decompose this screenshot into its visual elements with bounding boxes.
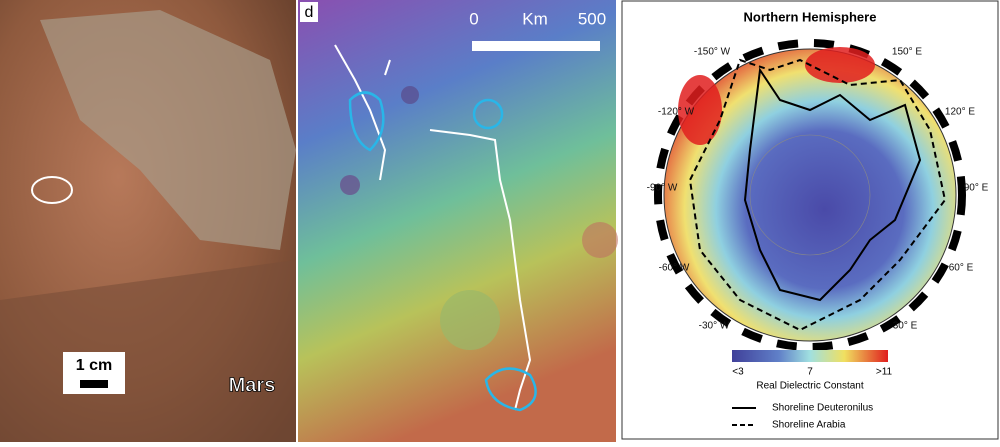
latitude-circle [749, 134, 871, 256]
scale-bar [472, 41, 600, 51]
longitude-label: -60° W [659, 263, 690, 274]
polar-map [663, 48, 957, 342]
longitude-label: -30° W [699, 321, 730, 332]
longitude-label: 150° E [892, 47, 922, 58]
topographic-map [298, 0, 616, 442]
crater [440, 290, 500, 350]
panel-label: d [305, 4, 314, 21]
colorbar [732, 350, 888, 362]
colorbar-label: 7 [807, 367, 813, 378]
colorbar-label: <3 [732, 367, 744, 378]
shoreline-arabia [688, 58, 947, 332]
high-dielectric [805, 47, 875, 83]
crater [582, 222, 618, 258]
high-dielectric [678, 75, 722, 145]
basin-outline [348, 91, 537, 412]
scale-end: 500 [578, 9, 606, 28]
panel-map: Northern Hemisphere -150° W 150° E -120°… [621, 0, 999, 440]
longitude-label: 90° E [964, 183, 989, 194]
pebble-marker [31, 176, 73, 204]
panel-a: 1 cm Mars [0, 0, 296, 442]
longitude-label: -120° W [658, 107, 695, 118]
scale-bar [80, 380, 108, 388]
legend-label: Shoreline Arabia [772, 420, 846, 431]
map-border [654, 39, 966, 351]
planet-label: Mars [229, 374, 276, 396]
map-title: Northern Hemisphere [744, 9, 877, 24]
longitude-label: 120° E [945, 107, 975, 118]
crater [401, 86, 419, 104]
scale-label: 1 cm [76, 357, 112, 374]
longitude-label: 30° E [893, 321, 918, 332]
colorbar-title: Real Dielectric Constant [756, 381, 863, 392]
scale-unit: Km [522, 9, 548, 28]
colorbar-label: >11 [876, 367, 893, 378]
scale-start: 0 [469, 9, 478, 28]
longitude-label: -90° W [647, 183, 678, 194]
longitude-label: 60° E [949, 263, 974, 274]
panel-d: d 0 Km 500 [298, 0, 618, 442]
crater [340, 175, 360, 195]
gravel [0, 260, 296, 442]
longitude-label: -150° W [694, 47, 731, 58]
legend-label: Shoreline Deuteronilus [772, 403, 873, 414]
panel-label-box [300, 2, 318, 22]
river-channel [334, 44, 532, 411]
rock-outcrop [40, 10, 296, 250]
shoreline-deuteronilus [743, 67, 922, 302]
